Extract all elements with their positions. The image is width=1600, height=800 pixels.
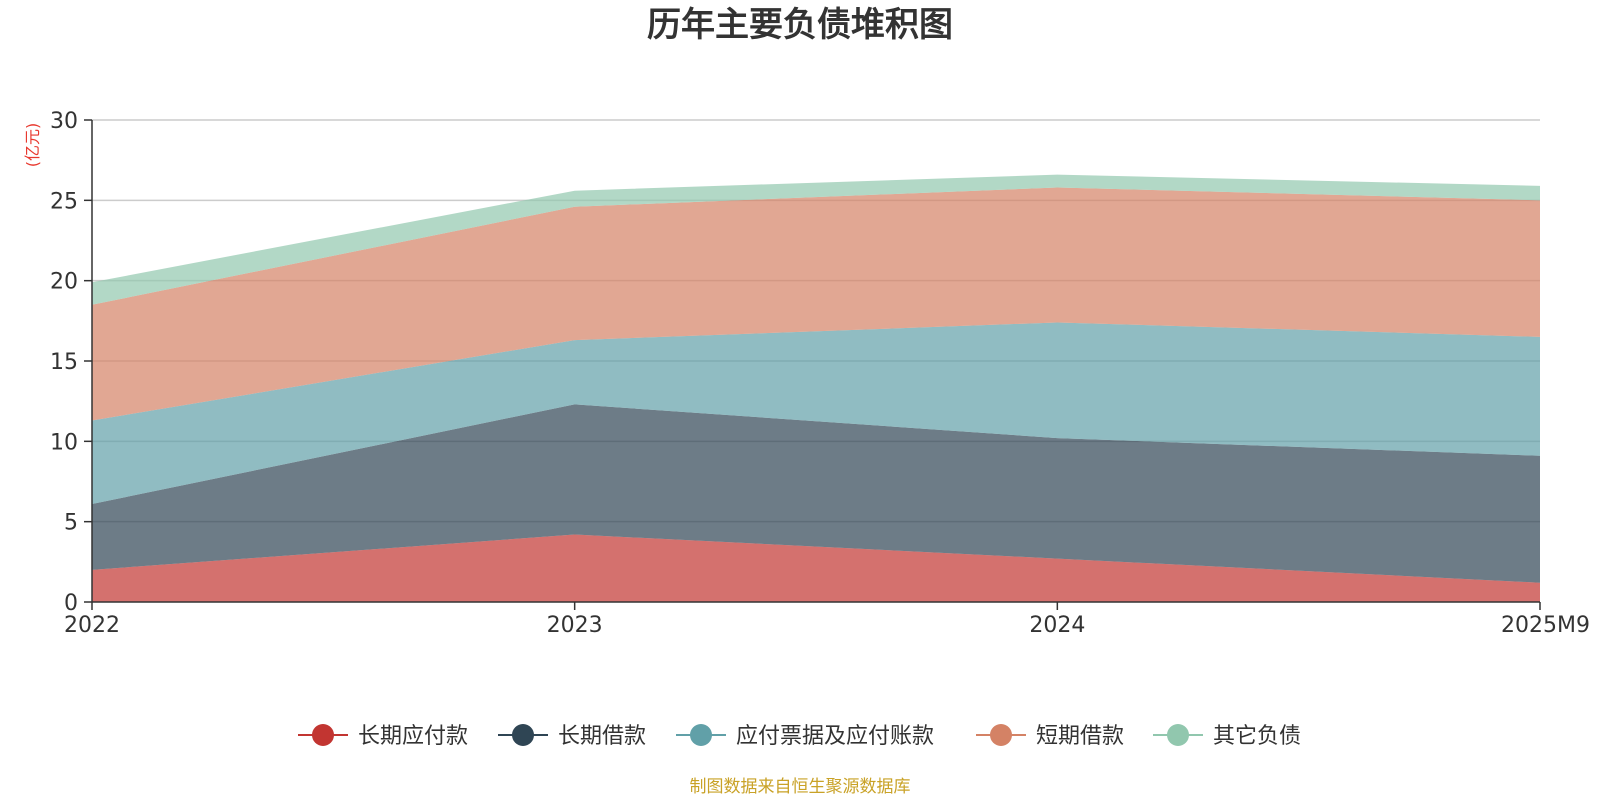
x-tick-label: 2023 bbox=[547, 613, 603, 638]
legend-item-2[interactable]: 长期借款 bbox=[498, 724, 646, 749]
legend-marker-icon bbox=[690, 724, 712, 746]
y-tick-label: 20 bbox=[50, 270, 78, 295]
legend-label: 长期应付款 bbox=[358, 724, 468, 749]
legend-marker-icon bbox=[512, 724, 534, 746]
y-tick-label: 25 bbox=[50, 189, 78, 214]
legend-item-5[interactable]: 其它负债 bbox=[1153, 724, 1301, 749]
legend-label: 应付票据及应付账款 bbox=[736, 724, 934, 749]
legend-label: 其它负债 bbox=[1213, 724, 1301, 749]
area-3 bbox=[92, 322, 1540, 504]
y-tick-label: 30 bbox=[50, 109, 78, 134]
legend-marker-icon bbox=[990, 724, 1012, 746]
chart-title: 历年主要负债堆积图 bbox=[647, 5, 953, 45]
legend-marker-icon bbox=[1167, 724, 1189, 746]
legend-marker-icon bbox=[312, 724, 334, 746]
area-series bbox=[92, 174, 1540, 602]
axes: 0 5 10 15 20 25 30 2022 2023 2024 2025M9 bbox=[50, 109, 1590, 638]
y-tick-label: 15 bbox=[50, 350, 78, 375]
y-tick-label: 10 bbox=[50, 430, 78, 455]
y-axis-unit-label: (亿元) bbox=[23, 123, 42, 168]
legend-label: 短期借款 bbox=[1036, 724, 1124, 749]
legend-item-1[interactable]: 长期应付款 bbox=[298, 724, 468, 749]
legend[interactable]: 长期应付款 长期借款 应付票据及应付账款 短期借款 其它负债 bbox=[298, 724, 1301, 749]
x-tick-label: 2022 bbox=[64, 613, 120, 638]
legend-label: 长期借款 bbox=[558, 724, 646, 749]
area-1 bbox=[92, 534, 1540, 602]
area-2 bbox=[92, 404, 1540, 583]
legend-item-3[interactable]: 应付票据及应付账款 bbox=[676, 724, 934, 749]
y-tick-label: 0 bbox=[64, 591, 78, 616]
area-4 bbox=[92, 187, 1540, 421]
y-tick-label: 5 bbox=[64, 511, 78, 536]
x-tick-label: 2025M9 bbox=[1501, 613, 1590, 638]
legend-item-4[interactable]: 短期借款 bbox=[976, 724, 1124, 749]
area-5 bbox=[92, 174, 1540, 305]
source-note: 制图数据来自恒生聚源数据库 bbox=[690, 777, 911, 797]
x-tick-label: 2024 bbox=[1029, 613, 1085, 638]
